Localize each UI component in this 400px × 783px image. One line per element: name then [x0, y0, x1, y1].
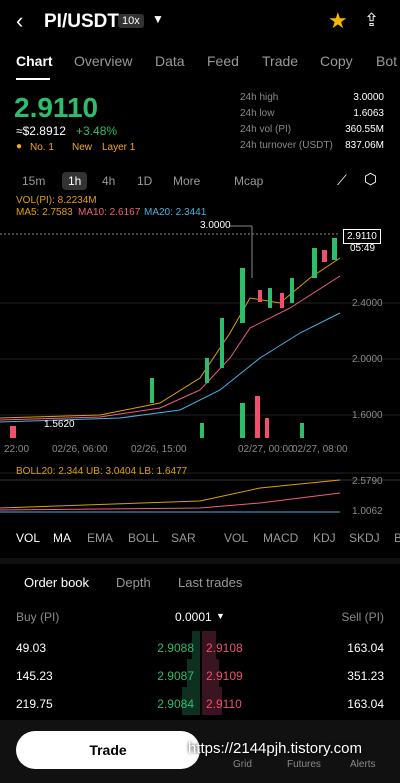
axis-label: 2.0000: [352, 354, 383, 365]
stat-label: 24h turnover (USDT): [240, 140, 333, 151]
tab[interactable]: Chart: [16, 53, 53, 69]
interval[interactable]: More: [173, 174, 201, 188]
time-label: 02/27, 08:00: [292, 444, 348, 455]
last-price: 2.9110: [14, 92, 99, 123]
countdown: 05:49: [350, 243, 376, 254]
usd-price: ≈$2.8912: [16, 124, 66, 138]
indicator-icon[interactable]: ⟋: [337, 172, 347, 188]
nav-item[interactable]: Grid: [233, 759, 252, 770]
tab[interactable]: Bot: [376, 53, 398, 69]
share[interactable]: ⇪: [364, 10, 380, 30]
ma20: MA20: 2.3441: [144, 207, 207, 218]
vol-indicator: VOL(PI): 8.2234M: [16, 195, 97, 206]
time-label: 22:00: [4, 444, 30, 455]
buy-price: 2.9088: [157, 641, 194, 655]
sell-price: 2.9109: [206, 669, 243, 683]
boll-axis-label: 1.0062: [352, 506, 383, 517]
indicator-tab[interactable]: BOLL: [128, 531, 159, 545]
indicator-tab[interactable]: KDJ: [313, 531, 336, 545]
sell-amount: 351.23: [347, 669, 384, 683]
tag: Layer 1: [102, 142, 136, 153]
axis-label: 1.6000: [352, 410, 383, 421]
interval[interactable]: 4h: [102, 174, 116, 188]
axis-label: 2.4000: [352, 298, 383, 309]
tab[interactable]: Data: [155, 53, 185, 69]
time-label: 02/26, 15:00: [131, 444, 187, 455]
ma5: MA5: 2.7583: [16, 207, 73, 218]
stat-value: 837.06M: [345, 140, 384, 151]
buy-price: 2.9087: [157, 669, 194, 683]
tab[interactable]: Feed: [207, 53, 239, 69]
stat-label: 24h vol (PI): [240, 124, 292, 135]
buy-amount: 219.75: [16, 697, 53, 711]
buy-header: Buy (PI): [16, 610, 60, 624]
stat-label: 24h high: [240, 92, 279, 103]
indicator-tab[interactable]: EMA: [87, 531, 114, 545]
stat-value: 3.0000: [353, 92, 384, 103]
interval[interactable]: Mcap: [234, 174, 264, 188]
chart-graphics: [0, 225, 400, 513]
high-label: 3.0000: [200, 220, 231, 231]
sell-price: 2.9108: [206, 641, 243, 655]
depth-bar: [202, 631, 216, 659]
boll: BOLL20: 2.344 UB: 3.0404 LB: 1.6477: [16, 466, 188, 477]
indicator-tab[interactable]: VOL: [224, 531, 249, 545]
orderbook-tab[interactable]: Last trades: [178, 575, 243, 590]
ma10: MA10: 2.6167: [78, 207, 141, 218]
time-label: 02/26, 06:00: [52, 444, 108, 455]
stat-label: 24h low: [240, 108, 275, 119]
back[interactable]: ‹: [16, 8, 24, 33]
pair[interactable]: PI/USDT: [44, 11, 119, 32]
depth-bar: [187, 659, 200, 687]
sell-header: Sell (PI): [341, 610, 384, 624]
nav-item[interactable]: Futures: [287, 759, 321, 770]
depth-bar: [182, 687, 200, 715]
trade-button[interactable]: Trade: [16, 731, 200, 769]
depth-bar: [202, 659, 219, 687]
dropdown[interactable]: ▼: [152, 12, 164, 26]
buy-price: 2.9084: [157, 697, 194, 711]
tab[interactable]: Copy: [320, 53, 353, 69]
change: +3.48%: [76, 124, 118, 138]
indicator-tab[interactable]: SAR: [171, 531, 196, 545]
stat-value: 360.55M: [345, 124, 384, 135]
nav-item[interactable]: Alerts: [350, 759, 376, 770]
indicator-tab[interactable]: VOL: [16, 531, 41, 545]
time-label: 02/27, 00:00: [238, 444, 294, 455]
buy-amount: 49.03: [16, 641, 47, 655]
tag-icon: ●: [16, 141, 23, 152]
stat-value: 1.6063: [353, 108, 384, 119]
depth-bar: [192, 631, 200, 659]
sell-amount: 163.04: [347, 697, 384, 711]
watermark: https://2144pjh.tistory.com: [188, 740, 362, 757]
leverage[interactable]: 10x: [118, 14, 144, 28]
low-label: 1.5620: [44, 419, 75, 430]
precision-arrow[interactable]: ▼: [216, 611, 225, 621]
sell-amount: 163.04: [347, 641, 384, 655]
indicator-tab[interactable]: SKDJ: [349, 531, 380, 545]
tag: New: [72, 142, 93, 153]
interval[interactable]: 1D: [137, 174, 153, 188]
interval[interactable]: 1h: [62, 172, 88, 190]
indicator-tab[interactable]: MA: [53, 531, 71, 545]
depth-bar: [202, 687, 222, 715]
indicator-tab[interactable]: MACD: [263, 531, 299, 545]
tab[interactable]: Overview: [74, 53, 133, 69]
tab-underline: [16, 78, 50, 80]
indicator-tab[interactable]: B: [394, 531, 400, 545]
interval[interactable]: 15m: [22, 174, 46, 188]
tab[interactable]: Trade: [262, 53, 299, 69]
buy-amount: 145.23: [16, 669, 53, 683]
sell-price: 2.9110: [206, 697, 242, 711]
settings-icon[interactable]: ⬡: [364, 171, 378, 188]
current-label: 2.9110: [343, 229, 381, 244]
orderbook-tab[interactable]: Order book: [24, 575, 90, 590]
tag: No. 1: [30, 142, 54, 153]
boll-axis-label: 2.5790: [352, 476, 383, 487]
orderbook-tab[interactable]: Depth: [116, 575, 151, 590]
precision[interactable]: 0.0001: [175, 610, 212, 624]
divider: [0, 558, 400, 564]
favorite[interactable]: ★: [328, 8, 348, 33]
